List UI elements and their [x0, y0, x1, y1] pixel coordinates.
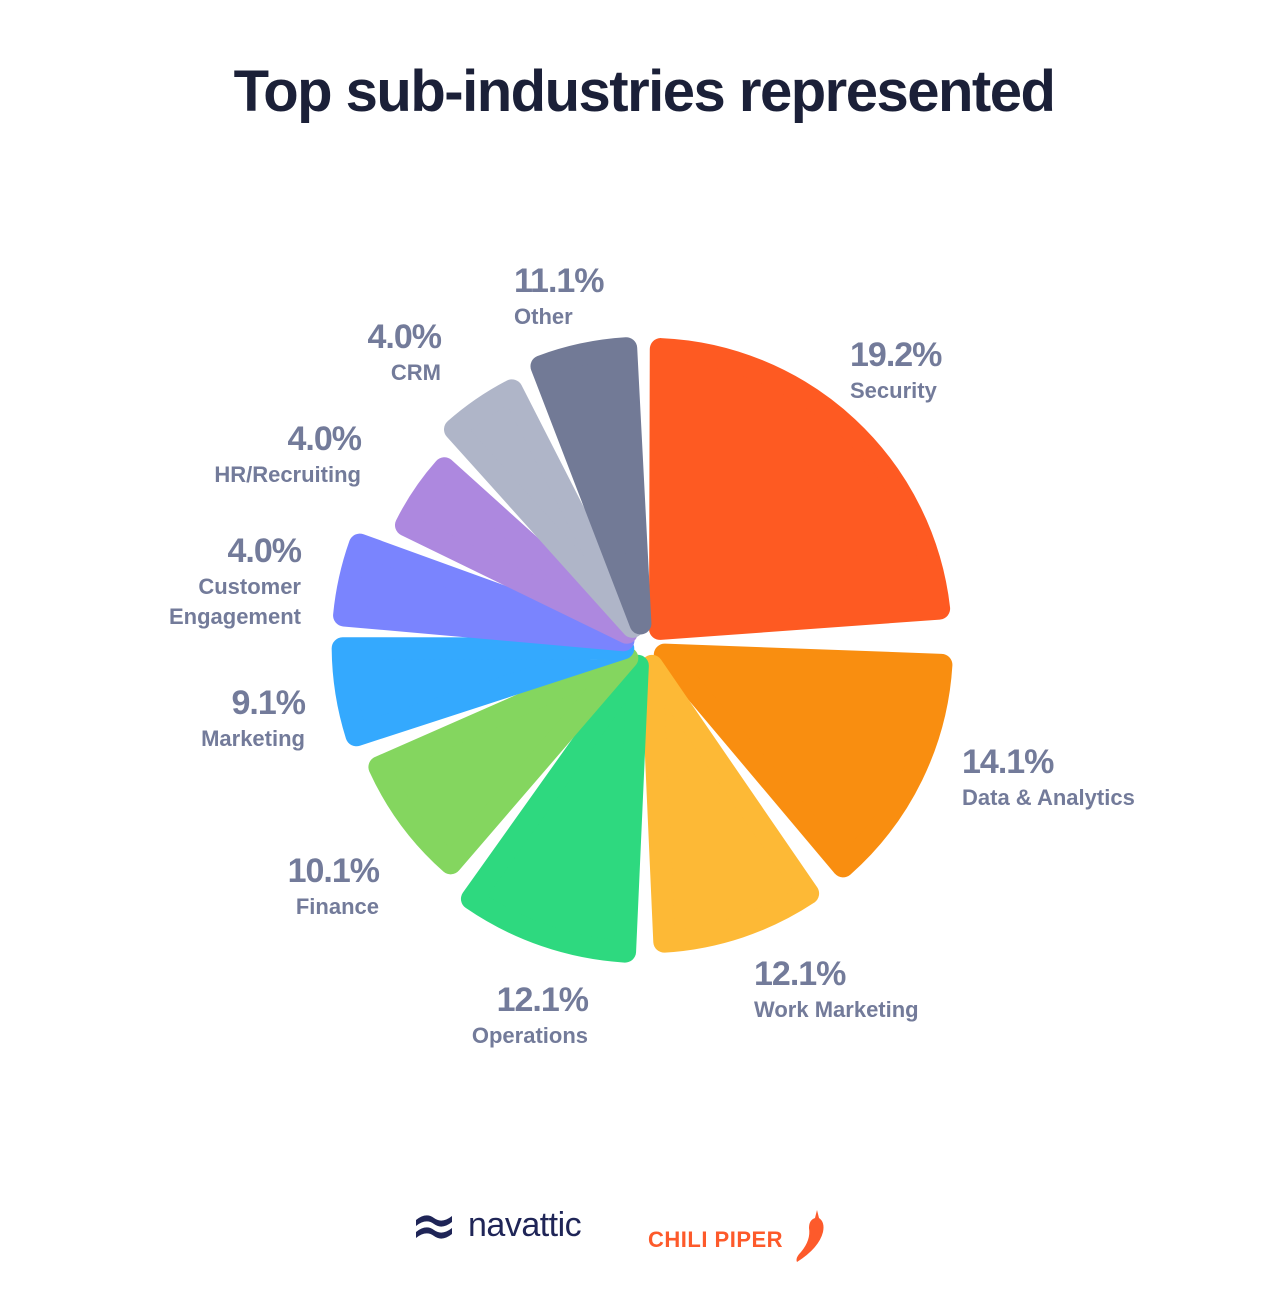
slice-data-analytics — [653, 643, 953, 878]
slice-hr-recruiting — [394, 457, 638, 644]
label-operations: 12.1% Operations — [471, 981, 589, 1048]
slice-marketing — [331, 637, 635, 747]
slice-crm — [443, 379, 644, 638]
label-data-analytics: 14.1% Data & Analytics — [962, 743, 1135, 810]
slice-operations — [460, 654, 649, 963]
slice-security — [649, 338, 951, 640]
footer-logos: navattic CHILI PIPER — [408, 1198, 868, 1262]
label-hr-recruiting: 4.0% HR/Recruiting — [214, 420, 362, 487]
label-crm: 4.0% CRM — [367, 318, 442, 385]
navattic-wave-icon — [416, 1214, 452, 1239]
label-work-marketing: 12.1% Work Marketing — [754, 955, 919, 1022]
chart-title: Top sub-industries represented — [233, 59, 1056, 124]
slice-work-marketing — [640, 654, 820, 953]
slice-other — [530, 337, 652, 635]
chili-piper-logo: CHILI PIPER — [648, 1210, 829, 1266]
chili-pepper-icon — [796, 1210, 824, 1262]
label-other: 11.1% Other — [514, 262, 605, 329]
label-finance: 10.1% Finance — [287, 852, 380, 919]
label-marketing: 9.1% Marketing — [201, 684, 306, 751]
slice-finance — [368, 647, 639, 875]
navattic-logo: navattic — [412, 1206, 582, 1245]
slice-customer-engagement — [333, 533, 635, 652]
label-customer-engagement: 4.0% Customer Engagement — [168, 532, 302, 629]
label-security: 19.2% Security — [850, 336, 942, 403]
